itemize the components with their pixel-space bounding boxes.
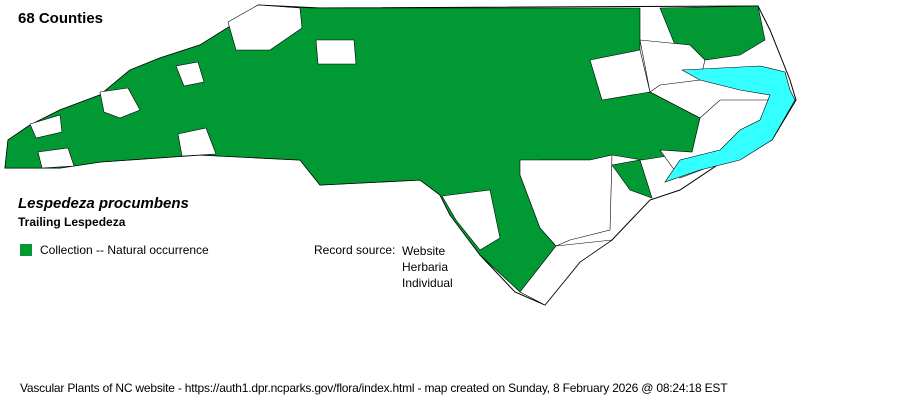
legend-item: Collection -- Natural occurrence [20,243,209,257]
record-source-list: Website Herbaria Individual [402,243,453,291]
legend-swatch [20,244,32,256]
carteret-area-county [611,159,653,199]
footer-credit: Vascular Plants of NC website - https://… [20,381,728,395]
record-source-item: Herbaria [402,260,449,274]
common-name: Trailing Lespedeza [18,215,126,229]
record-source-label: Record source: [314,243,396,257]
county-count: 68 Counties [18,10,104,27]
legend-label: Collection -- Natural occurrence [40,243,209,257]
record-source-item: Website [402,244,446,258]
scientific-name: Lespedeza procumbens [18,195,189,212]
record-source-item: Individual [402,276,453,290]
pamlico-albemarle-sounds [664,65,796,183]
absent-counties [29,4,773,306]
